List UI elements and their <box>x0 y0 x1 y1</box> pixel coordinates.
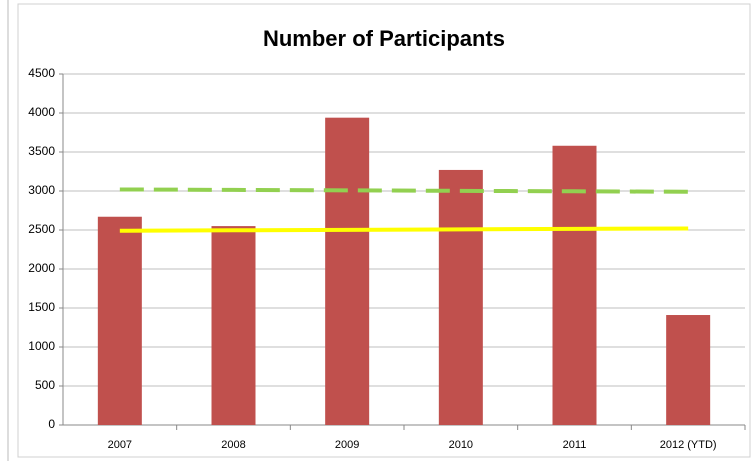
x-tick-label: 2012 (YTD) <box>660 439 717 451</box>
chart-border <box>17 3 751 458</box>
bar <box>211 226 256 425</box>
x-tick-label: 2011 <box>563 439 587 451</box>
y-tick-label: 2000 <box>28 261 55 275</box>
y-tick-label: 2500 <box>28 222 55 236</box>
chart-title: Number of Participants <box>263 26 505 51</box>
x-tick-label: 2008 <box>221 439 245 451</box>
y-tick-label: 0 <box>48 417 55 431</box>
y-tick-label: 4500 <box>28 66 55 80</box>
y-tick-label: 500 <box>35 378 55 392</box>
x-tick-label: 2009 <box>335 439 359 451</box>
bar <box>325 117 370 426</box>
bar <box>438 169 483 425</box>
x-tick-label: 2007 <box>108 439 132 451</box>
y-tick-label: 1500 <box>28 300 55 314</box>
y-tick-label: 1000 <box>28 339 55 353</box>
y-tick-label: 3000 <box>28 183 55 197</box>
bar <box>97 216 142 425</box>
x-tick-label: 2010 <box>449 439 473 451</box>
trend-line <box>119 187 689 194</box>
trend-line <box>119 226 689 233</box>
bar <box>552 145 597 425</box>
y-tick-label: 4000 <box>28 105 55 119</box>
bar <box>666 315 711 425</box>
y-tick-label: 3500 <box>28 144 55 158</box>
